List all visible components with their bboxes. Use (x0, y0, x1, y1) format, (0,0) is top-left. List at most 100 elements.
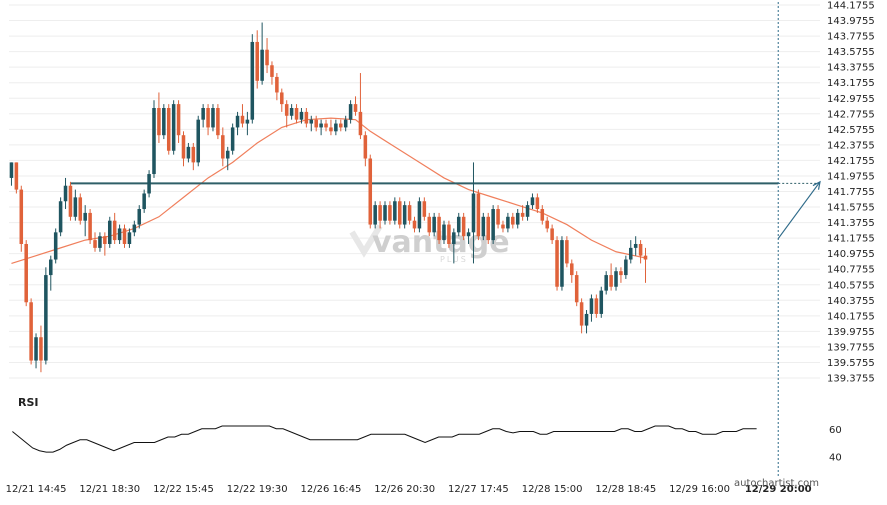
candle-body (378, 205, 382, 221)
rsi-tick-label: 60 (829, 425, 842, 436)
autochartist-credit[interactable]: autochartist.com (734, 478, 819, 489)
candle-body (14, 162, 19, 190)
candle (486, 212, 490, 244)
candle-body (471, 193, 476, 233)
candle (275, 73, 279, 101)
candle (481, 212, 486, 241)
price-tick-label: 139.7755 (827, 342, 875, 353)
candle-body (383, 205, 387, 221)
candle (221, 127, 225, 167)
candle (393, 197, 397, 225)
candle (343, 115, 348, 132)
candle (442, 220, 446, 244)
candle-body (24, 243, 28, 303)
candle (422, 197, 427, 221)
candle (456, 212, 461, 237)
price-tick-label: 141.9755 (827, 171, 875, 182)
candle (353, 96, 358, 116)
candle (496, 205, 500, 229)
candle (142, 189, 146, 213)
rsi-tick-label: 40 (829, 452, 842, 463)
candle-body (186, 146, 191, 159)
candle-body (452, 232, 456, 244)
candle (216, 104, 220, 140)
candle-body (63, 185, 68, 202)
candle (520, 205, 525, 221)
candle-body (171, 104, 176, 151)
candle-body (230, 127, 235, 151)
price-tick-label: 143.7755 (827, 32, 875, 43)
candle-body (245, 119, 250, 124)
candle (604, 271, 608, 295)
candle-body (422, 201, 427, 217)
candle-body (93, 240, 97, 248)
candle-body (491, 209, 495, 241)
candle-body (201, 108, 205, 120)
candle-body (486, 216, 490, 241)
candle-body (68, 185, 73, 217)
candle-body (103, 236, 107, 244)
candle-body (221, 135, 225, 159)
candle (34, 333, 38, 369)
candle (535, 193, 540, 213)
candlesticks (9, 22, 648, 373)
candle (501, 220, 505, 233)
price-axis: 144.1755 143.9755 143.7755 143.5755 143.3755… (827, 1, 875, 385)
candle-body (280, 92, 284, 105)
candle-body (319, 123, 323, 128)
candle (117, 224, 122, 244)
candle (599, 286, 604, 318)
candle-body (589, 298, 594, 314)
candle (609, 263, 613, 291)
candle-body (456, 216, 461, 233)
candle-body (628, 247, 633, 260)
candle-body (353, 104, 358, 112)
candle (181, 131, 186, 167)
candle (565, 236, 569, 268)
candle (58, 197, 63, 237)
candle (378, 201, 382, 229)
candle (397, 197, 402, 229)
candle (171, 100, 176, 155)
candle-body (127, 232, 132, 244)
candle-body (211, 108, 215, 128)
candle-body (388, 205, 392, 221)
price-tick-label: 140.1755 (827, 311, 875, 322)
candle (166, 104, 171, 155)
candle (555, 236, 559, 291)
candle-body (270, 65, 274, 77)
candle-body (560, 240, 564, 287)
candle (427, 212, 432, 237)
candle-body (152, 108, 156, 175)
candle-body (235, 115, 240, 128)
candle (574, 271, 579, 307)
candle (270, 61, 274, 85)
price-tick-label: 139.5755 (827, 358, 875, 369)
candle (339, 119, 343, 132)
candle-body (265, 49, 269, 66)
candle (545, 216, 549, 233)
candle-body (550, 228, 554, 241)
candle-body (584, 313, 589, 326)
candle-body (432, 216, 436, 233)
candle-body (309, 119, 314, 124)
candle-body (39, 337, 43, 361)
time-tick-label: 12/28 18:45 (595, 484, 656, 495)
candle-body (402, 205, 407, 225)
time-axis: 12/21 14:45 12/21 18:30 12/22 15:45 12/22 1… (6, 484, 812, 495)
candle (280, 88, 284, 112)
projection-arrow-line (777, 181, 821, 239)
candle (250, 34, 255, 124)
candle-body (122, 228, 127, 244)
candle-body (304, 111, 309, 124)
time-tick-label: 12/29 20:00 (745, 484, 812, 495)
candle-body (44, 275, 48, 361)
candle-body (343, 119, 348, 128)
time-tick-label: 12/29 16:00 (669, 484, 730, 495)
chart-grid (9, 4, 820, 379)
candle-body (579, 302, 584, 326)
candle-body (29, 302, 33, 361)
candle-body (196, 119, 201, 163)
candle-body (437, 216, 441, 241)
